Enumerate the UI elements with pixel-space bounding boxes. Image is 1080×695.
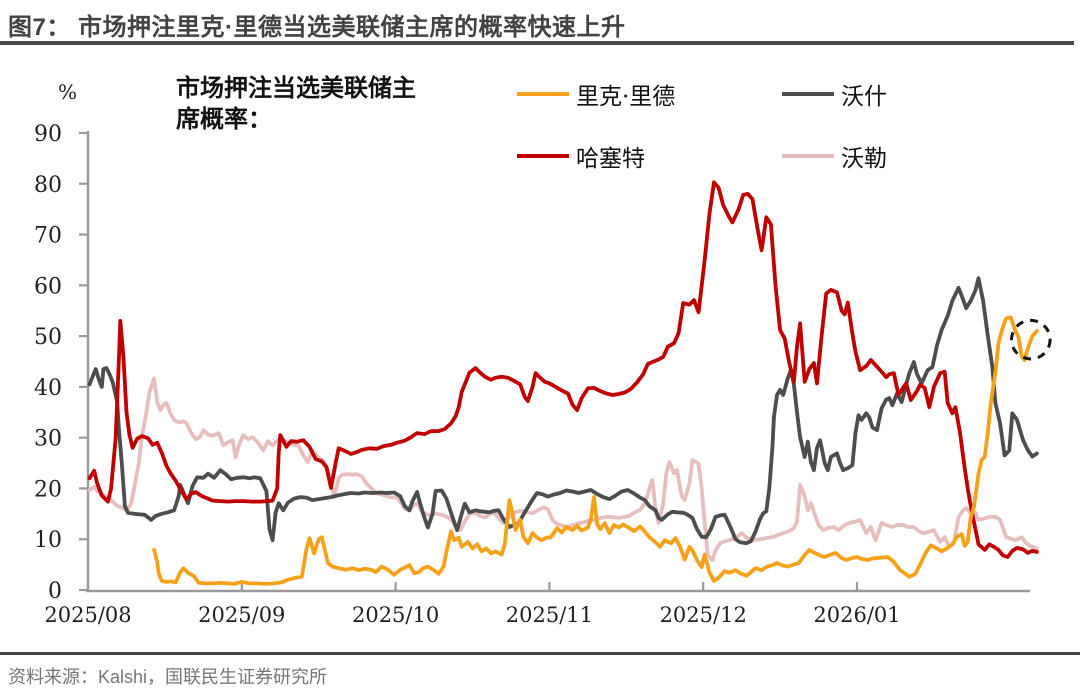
y-axis-unit-label: % bbox=[58, 80, 78, 104]
x-tick-label: 2025/09 bbox=[198, 603, 285, 627]
title-underline bbox=[0, 41, 1074, 45]
line-hassett bbox=[87, 180, 1039, 559]
x-tick-label: 2025/10 bbox=[352, 603, 439, 627]
legend-label-warsh: 沃什 bbox=[841, 84, 887, 110]
line-rick-rieder bbox=[152, 315, 1039, 586]
y-tick-label: 70 bbox=[34, 224, 62, 249]
legend-swatch-rick-rieder bbox=[517, 92, 569, 96]
x-tick-label: 2025/11 bbox=[506, 603, 593, 627]
y-tick-label: 20 bbox=[34, 477, 62, 502]
legend-label-waller: 沃勒 bbox=[841, 146, 887, 172]
source-note: 资料来源：Kalshi，国联民生证券研究所 bbox=[8, 667, 328, 687]
footer-divider bbox=[0, 652, 1080, 655]
legend-swatch-hassett bbox=[517, 154, 569, 158]
legend-item-warsh: 沃什 bbox=[782, 84, 887, 110]
x-tick-label: 2025/12 bbox=[660, 603, 747, 627]
y-tick-label: 10 bbox=[34, 528, 62, 553]
legend-swatch-warsh bbox=[782, 92, 834, 96]
chart-annotation: 市场押注当选美联储主 席概率： bbox=[176, 73, 416, 133]
y-tick-label: 40 bbox=[34, 376, 62, 401]
legend-item-rick-rieder: 里克·里德 bbox=[517, 84, 675, 110]
y-tick-label: 60 bbox=[34, 274, 62, 299]
y-tick-label: 0 bbox=[48, 579, 62, 604]
legend-item-hassett: 哈塞特 bbox=[517, 146, 645, 172]
line-waller bbox=[87, 376, 1039, 562]
legend-label-hassett: 哈塞特 bbox=[576, 146, 645, 172]
line-warsh bbox=[87, 276, 1039, 546]
legend-item-waller: 沃勒 bbox=[782, 146, 887, 172]
y-tick-label: 30 bbox=[34, 427, 62, 452]
highlight-circle bbox=[1009, 318, 1052, 361]
x-tick-label: 2025/08 bbox=[44, 603, 131, 627]
y-tick-label: 90 bbox=[34, 122, 62, 147]
y-tick-label: 50 bbox=[34, 325, 62, 350]
legend-label-rick-rieder: 里克·里德 bbox=[576, 84, 676, 110]
figure-title: 图7： 市场押注里克·里德当选美联储主席的概率快速上升 bbox=[8, 14, 626, 41]
legend-swatch-waller bbox=[782, 154, 834, 158]
x-tick-label: 2026/01 bbox=[813, 603, 900, 627]
y-tick-label: 80 bbox=[34, 173, 62, 198]
